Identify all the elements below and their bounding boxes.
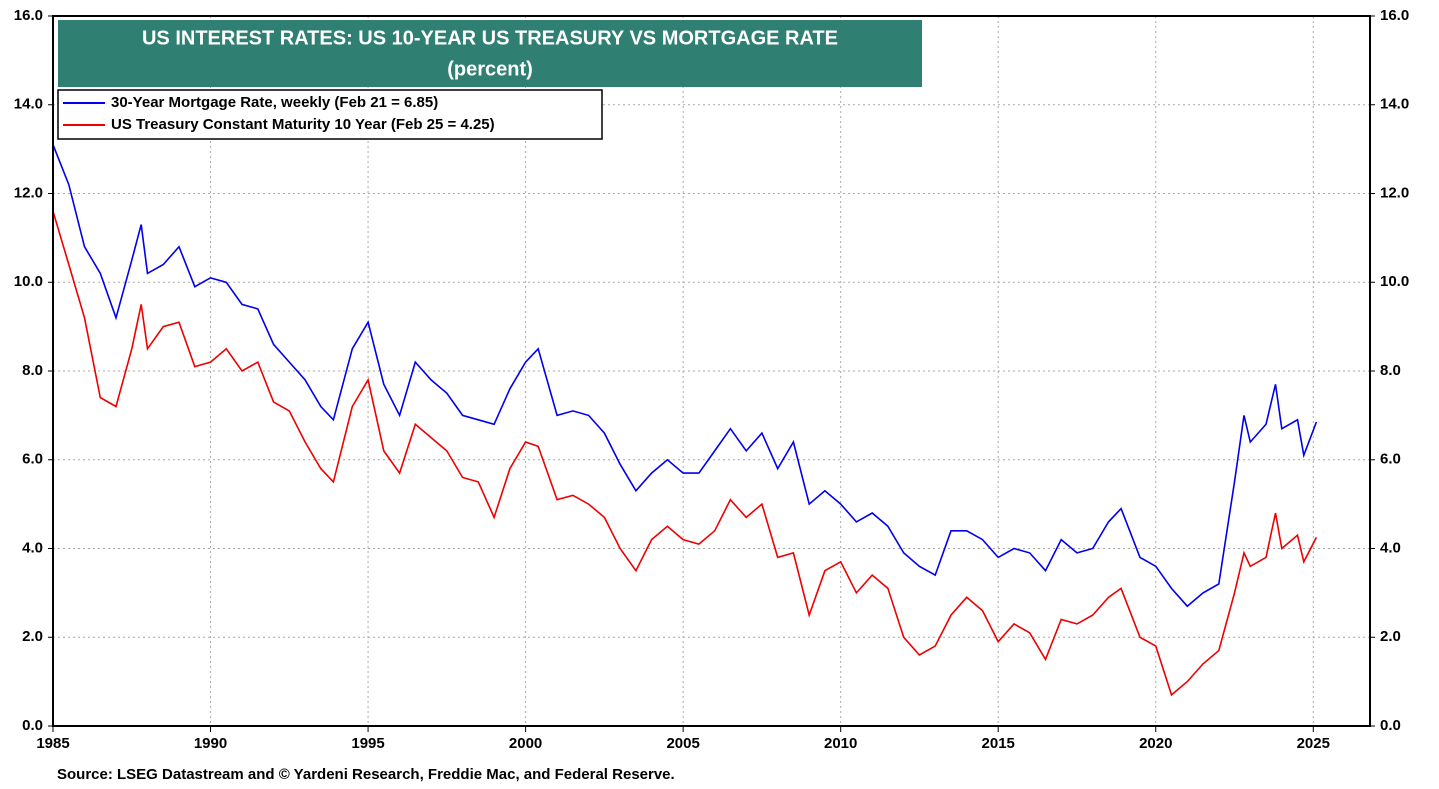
x-tick-label: 1995 — [351, 735, 384, 752]
y2-tick-label: 10.0 — [1380, 273, 1409, 290]
y-tick-label: 8.0 — [22, 362, 43, 379]
title-background — [58, 20, 922, 87]
y2-tick-label: 12.0 — [1380, 184, 1409, 201]
y2-tick-label: 0.0 — [1380, 717, 1401, 734]
y2-tick-label: 14.0 — [1380, 96, 1409, 113]
plot-frame — [52, 15, 1371, 727]
y-tick-label: 16.0 — [14, 7, 43, 24]
y2-tick-label: 4.0 — [1380, 539, 1401, 556]
x-tick-label: 2010 — [824, 735, 857, 752]
y-tick-label: 0.0 — [22, 717, 43, 734]
x-tick-label: 2020 — [1139, 735, 1172, 752]
y2-tick-label: 2.0 — [1380, 628, 1401, 645]
series-line — [52, 211, 1318, 697]
y2-tick-label: 8.0 — [1380, 362, 1401, 379]
x-tick-label: 2015 — [982, 735, 1015, 752]
x-tick-label: 2025 — [1297, 735, 1330, 752]
legend-label: US Treasury Constant Maturity 10 Year (F… — [111, 116, 495, 133]
y2-tick-label: 16.0 — [1380, 7, 1409, 24]
legend: 30-Year Mortgage Rate, weekly (Feb 21 = … — [57, 89, 603, 140]
y-tick-label: 10.0 — [14, 273, 43, 290]
x-tick-label: 1990 — [194, 735, 227, 752]
x-tick-label: 2000 — [509, 735, 542, 752]
y-tick-label: 12.0 — [14, 184, 43, 201]
y-tick-label: 4.0 — [22, 539, 43, 556]
chart-title: US INTEREST RATES: US 10-YEAR US TREASUR… — [142, 27, 838, 49]
legend-box — [57, 89, 603, 140]
y-tick-label: 14.0 — [14, 96, 43, 113]
series-line — [52, 144, 1318, 608]
chart-subtitle: (percent) — [447, 58, 533, 80]
y2-tick-label: 6.0 — [1380, 451, 1401, 468]
x-tick-label: 2005 — [666, 735, 699, 752]
source-note: Source: LSEG Datastream and © Yardeni Re… — [57, 766, 675, 783]
legend-label: 30-Year Mortgage Rate, weekly (Feb 21 = … — [111, 94, 438, 111]
x-tick-label: 1985 — [36, 735, 69, 752]
y-tick-label: 6.0 — [22, 451, 43, 468]
y-tick-label: 2.0 — [22, 628, 43, 645]
